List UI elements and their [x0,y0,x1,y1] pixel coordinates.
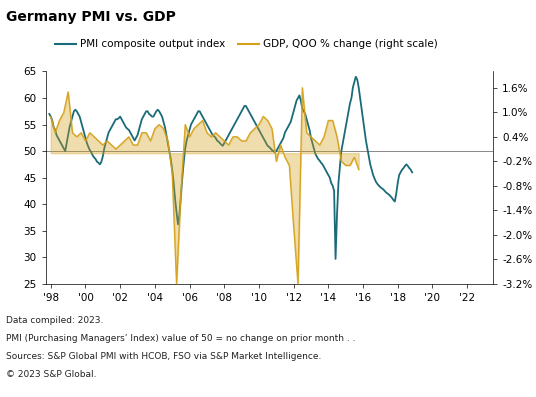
Text: PMI (Purchasing Managers’ Index) value of 50 = no change on prior month . .: PMI (Purchasing Managers’ Index) value o… [6,334,356,343]
Text: Data compiled: 2023.: Data compiled: 2023. [6,316,104,325]
Legend: PMI composite output index, GDP, QOO % change (right scale): PMI composite output index, GDP, QOO % c… [51,35,442,53]
Text: Sources: S&P Global PMI with HCOB, FSO via S&P Market Intelligence.: Sources: S&P Global PMI with HCOB, FSO v… [6,352,322,361]
Text: Germany PMI vs. GDP: Germany PMI vs. GDP [6,10,176,24]
Text: © 2023 S&P Global.: © 2023 S&P Global. [6,370,97,380]
